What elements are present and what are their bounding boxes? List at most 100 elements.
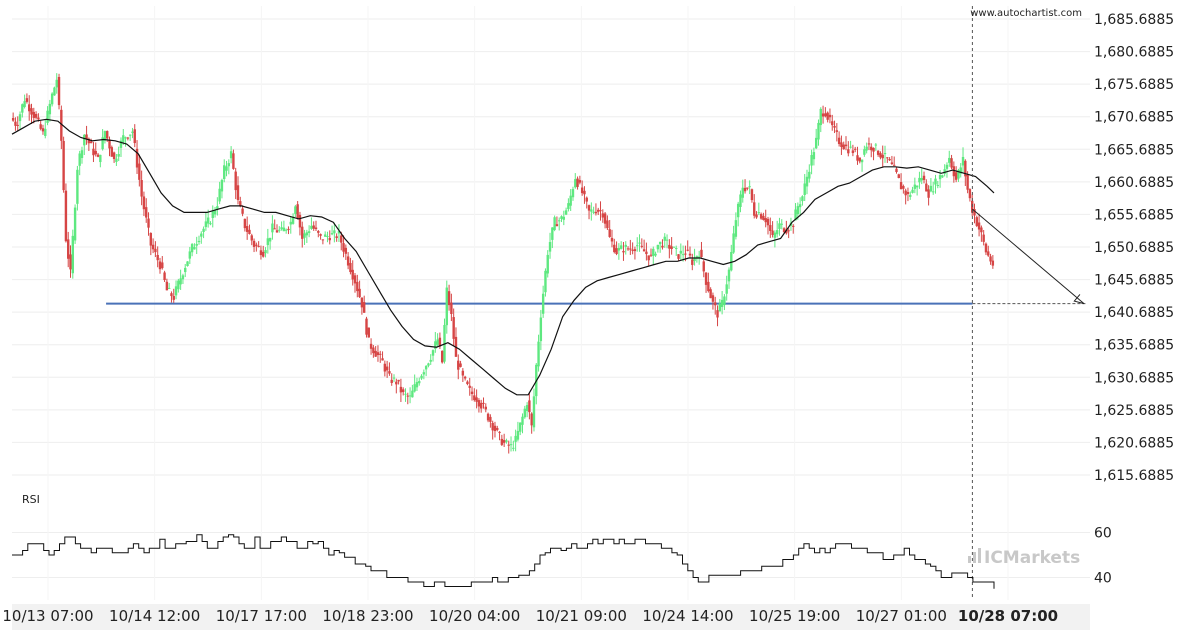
- bull-candle: [656, 244, 660, 250]
- bull-candle: [128, 134, 132, 136]
- bear-candle: [41, 128, 45, 132]
- date-tick-label: 10/21 09:00: [536, 607, 627, 625]
- bull-candle: [337, 230, 341, 234]
- bear-candle: [858, 157, 861, 162]
- bear-candle: [890, 162, 894, 165]
- bear-candle: [241, 208, 244, 214]
- bear-candle: [346, 256, 350, 266]
- bear-candle: [16, 124, 19, 126]
- bear-candle: [447, 291, 451, 306]
- rsi-panel: [12, 534, 995, 589]
- bull-candle: [551, 227, 554, 240]
- bull-candle: [23, 101, 26, 107]
- bull-candle: [773, 232, 777, 238]
- bull-candle: [915, 185, 919, 188]
- bear-candle: [766, 218, 770, 226]
- bear-candle: [252, 240, 256, 247]
- bull-candle: [652, 248, 655, 257]
- bull-candle: [411, 390, 414, 398]
- bear-candle: [133, 129, 136, 144]
- bear-candle: [847, 149, 850, 154]
- bull-candle: [21, 104, 24, 113]
- bear-candle: [335, 236, 338, 239]
- bull-candle: [638, 242, 641, 244]
- bull-candle: [55, 79, 58, 88]
- bull-candle: [181, 275, 185, 280]
- bull-candle: [443, 324, 446, 362]
- bull-candle: [424, 366, 428, 370]
- bull-candle: [117, 154, 120, 157]
- bear-candle: [379, 353, 382, 355]
- bull-candle: [929, 185, 933, 192]
- bear-candle: [39, 124, 42, 129]
- bear-candle: [466, 381, 469, 385]
- bull-candle: [307, 231, 311, 233]
- bear-candle: [239, 201, 242, 207]
- bull-candle: [516, 430, 520, 440]
- date-tick-label: 10/24 14:00: [642, 607, 733, 625]
- bear-candle: [365, 318, 368, 335]
- bear-candle: [686, 249, 689, 251]
- date-tick-label: 10/13 07:00: [2, 607, 93, 625]
- bull-candle: [548, 242, 552, 252]
- bear-candle: [381, 358, 384, 361]
- price-tick-label: 1,615.6885: [1094, 468, 1174, 484]
- bear-candle: [461, 370, 465, 376]
- bear-candle: [826, 112, 829, 120]
- bull-candle: [654, 253, 657, 256]
- bear-candle: [966, 174, 969, 190]
- bear-candle: [314, 227, 318, 230]
- bull-candle: [814, 137, 818, 149]
- bear-candle: [613, 244, 616, 253]
- price-candles: [11, 73, 995, 454]
- bear-candle: [149, 233, 153, 246]
- bull-candle: [544, 270, 547, 293]
- bear-candle: [691, 259, 694, 265]
- bear-candle: [580, 187, 584, 194]
- bear-candle: [395, 381, 398, 385]
- bear-candle: [165, 281, 169, 291]
- bear-candle: [977, 222, 981, 230]
- bear-candle: [369, 343, 373, 349]
- bear-candle: [493, 425, 497, 432]
- date-axis: 10/13 07:00 10/14 12:00 10/17 17:00 10/18 2…: [2, 607, 1058, 625]
- bear-candle: [870, 146, 873, 151]
- bars-logo-icon: [968, 548, 981, 563]
- bull-candle: [179, 278, 182, 285]
- bull-candle: [78, 153, 81, 166]
- bear-candle: [973, 209, 976, 216]
- bear-candle: [622, 250, 625, 253]
- bull-candle: [519, 422, 522, 432]
- bear-candle: [473, 395, 476, 401]
- bear-candle: [615, 248, 618, 255]
- bear-candle: [385, 366, 389, 371]
- bull-candle: [523, 408, 526, 418]
- bear-candle: [126, 137, 130, 139]
- bull-candle: [798, 204, 802, 208]
- bear-candle: [824, 113, 827, 117]
- bull-candle: [282, 227, 286, 232]
- bear-candle: [236, 185, 240, 200]
- bear-candle: [700, 249, 703, 258]
- bear-candle: [301, 226, 304, 239]
- bull-candle: [186, 261, 189, 267]
- bull-candle: [122, 135, 125, 143]
- bear-candle: [950, 158, 953, 168]
- bear-candle: [328, 238, 331, 241]
- bull-candle: [913, 184, 917, 189]
- bear-candle: [482, 402, 485, 404]
- source-label[interactable]: www.autochartist.com: [970, 8, 1082, 19]
- bear-candle: [610, 237, 614, 242]
- bear-candle: [491, 422, 494, 431]
- bull-candle: [934, 178, 937, 185]
- bull-candle: [278, 229, 281, 231]
- price-tick-label: 1,665.6885: [1094, 142, 1174, 158]
- bear-candle: [753, 202, 756, 216]
- bear-candle: [987, 251, 990, 256]
- bear-candle: [867, 143, 871, 145]
- bear-candle: [769, 225, 772, 232]
- bull-candle: [590, 209, 593, 212]
- bear-candle: [273, 228, 276, 230]
- bear-candle: [340, 235, 343, 243]
